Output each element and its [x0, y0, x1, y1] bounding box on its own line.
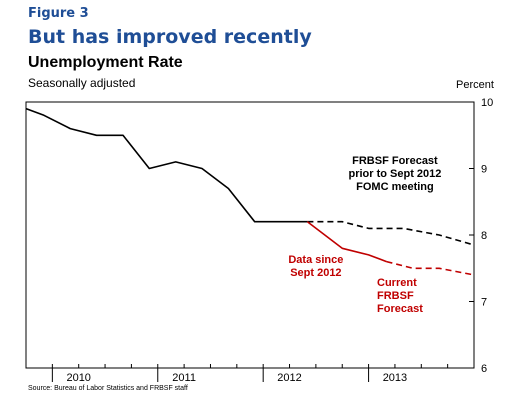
x-tick-label: 2013 [383, 372, 407, 384]
annotation-text: FRBSF Forecast [352, 155, 438, 167]
x-tick-label: 2011 [172, 372, 196, 384]
chart-subtitle: Seasonally adjusted [28, 76, 136, 90]
series-line-current_forecast [386, 260, 475, 276]
annotation-text: Current [377, 277, 417, 289]
x-tick-label: 2012 [277, 372, 301, 384]
chart-title: Unemployment Rate [28, 54, 183, 71]
x-tick-label: 2010 [66, 372, 90, 384]
annotation-text: FOMC meeting [356, 181, 434, 193]
y-tick-label: 6 [481, 363, 487, 375]
y-axis-unit-label: Percent [456, 79, 494, 91]
annotation-text: Forecast [377, 303, 423, 315]
y-tick-label: 9 [481, 164, 487, 176]
y-tick-label: 7 [481, 297, 487, 309]
figure-label: Figure 3 [28, 6, 89, 21]
series-line-data_since_sept [306, 221, 387, 263]
series-line-history [25, 107, 308, 223]
plot-frame [25, 101, 475, 369]
annotation-text: Data since [288, 254, 343, 266]
y-tick-label: 10 [481, 97, 493, 109]
source-note: Source: Bureau of Labor Statistics and F… [28, 385, 188, 392]
annotation-text: FRBSF [377, 290, 414, 302]
annotation-text: prior to Sept 2012 [348, 168, 441, 180]
headline: But has improved recently [28, 26, 312, 48]
annotation-text: Sept 2012 [290, 267, 341, 279]
y-tick-label: 8 [481, 230, 487, 242]
